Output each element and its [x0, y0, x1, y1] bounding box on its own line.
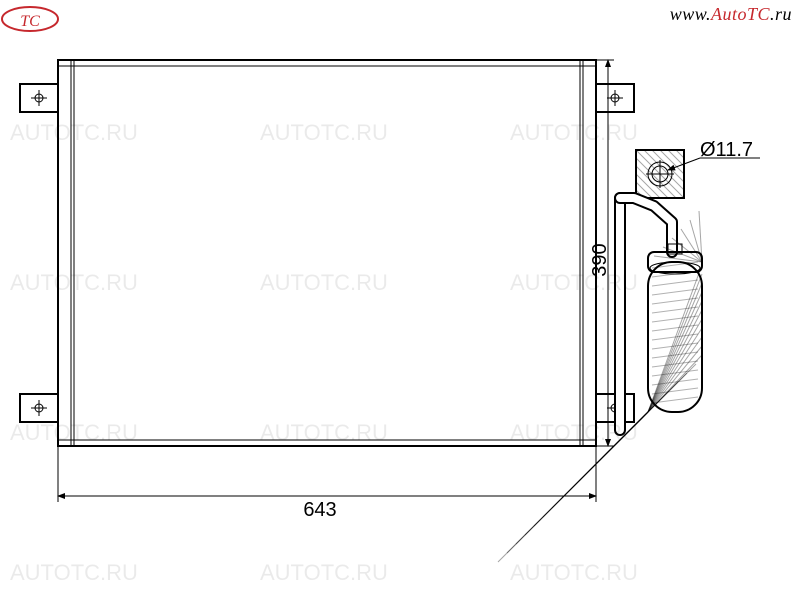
radiator-frame — [58, 60, 596, 446]
diagram-svg: Ø11.7 390 643 — [0, 0, 800, 600]
logo-ru: .ru — [770, 4, 792, 24]
logo-text: www.AutoTC.ru — [670, 4, 792, 25]
dim-height-value: 390 — [589, 243, 611, 276]
logo-auto: Auto — [711, 4, 747, 24]
drawing-canvas: { "watermark": { "text": "AUTOTC.RU", "c… — [0, 0, 800, 600]
logo-tc: TC — [747, 4, 770, 24]
logo-icon: TC — [0, 4, 60, 34]
svg-text:TC: TC — [20, 13, 40, 30]
dim-width-value: 643 — [303, 499, 336, 521]
port-diameter-label: Ø11.7 — [700, 139, 753, 161]
logo-www: www. — [670, 4, 711, 24]
